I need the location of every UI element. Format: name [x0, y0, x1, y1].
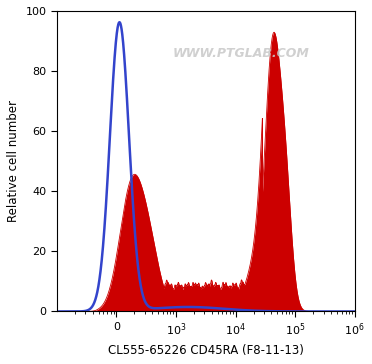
Y-axis label: Relative cell number: Relative cell number: [7, 100, 20, 222]
X-axis label: CL555-65226 CD45RA (F8-11-13): CL555-65226 CD45RA (F8-11-13): [108, 344, 304, 357]
Text: WWW.PTGLAB.COM: WWW.PTGLAB.COM: [173, 47, 310, 60]
